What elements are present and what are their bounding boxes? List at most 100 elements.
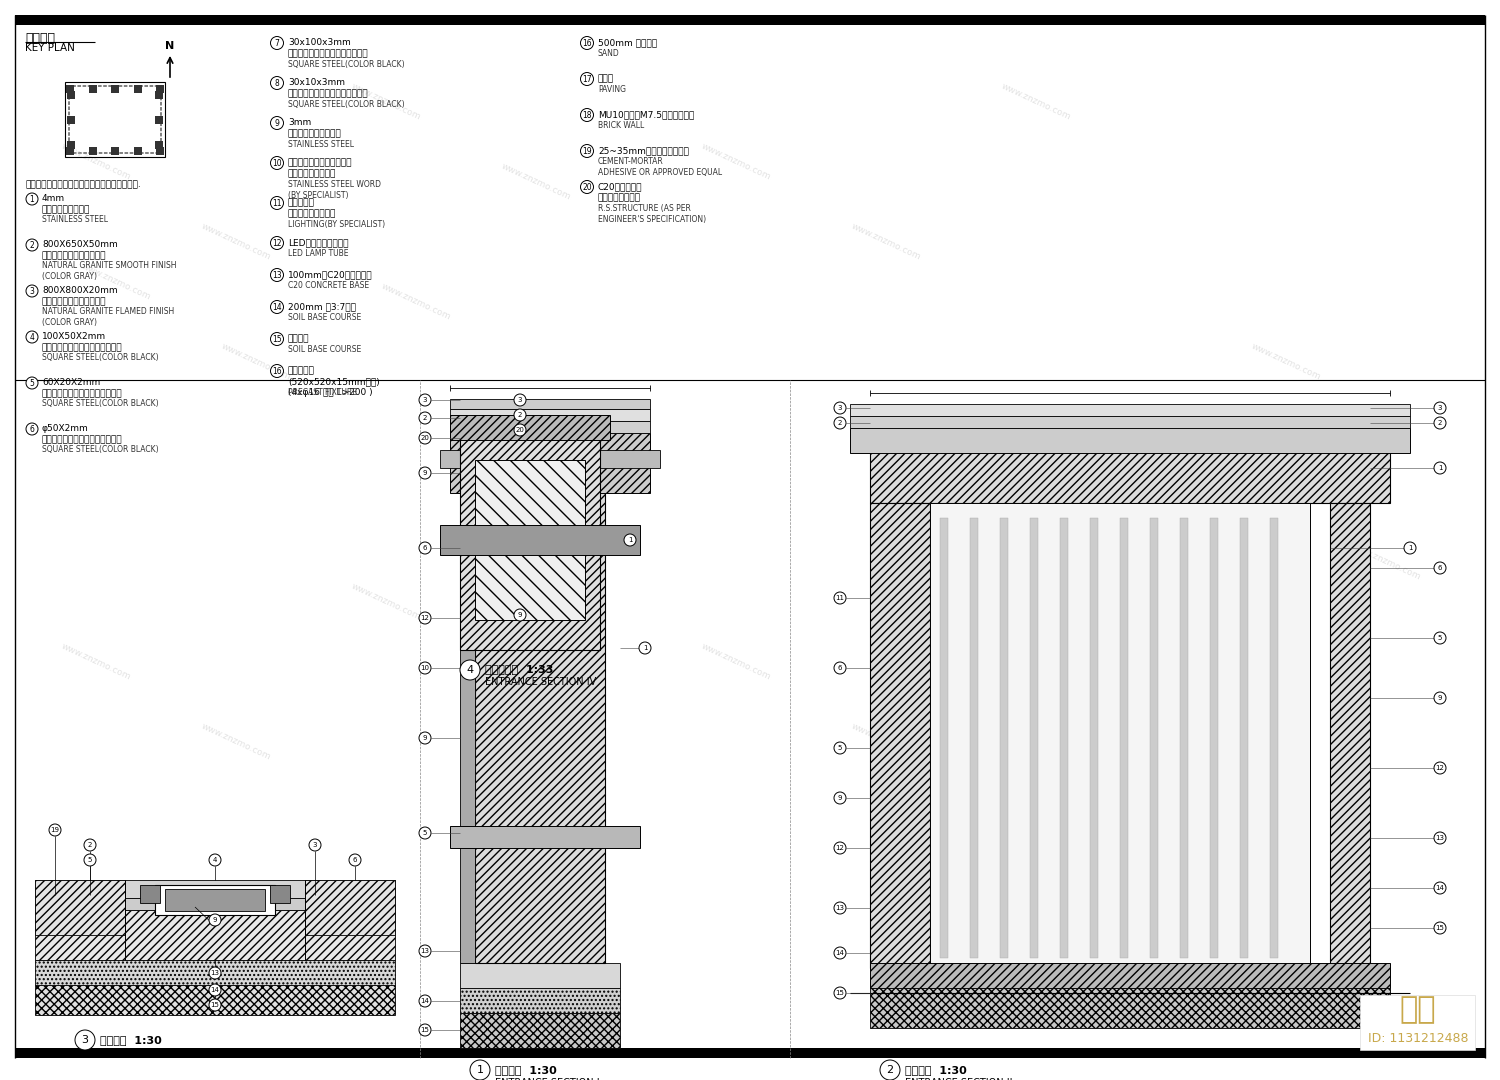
- Text: NATURAL GRANITE FLAMED FINISH
(COLOR GRAY): NATURAL GRANITE FLAMED FINISH (COLOR GRA…: [42, 307, 174, 327]
- Text: 6: 6: [1437, 565, 1443, 571]
- Circle shape: [350, 854, 361, 866]
- Circle shape: [26, 285, 38, 297]
- Bar: [304, 880, 394, 935]
- Text: 12: 12: [420, 615, 429, 621]
- Text: www.znzmo.com: www.znzmo.com: [200, 221, 273, 262]
- Bar: [1360, 995, 1474, 1050]
- Text: MU10标准砖M7.5水泥砂浆砌筑: MU10标准砖M7.5水泥砂浆砌筑: [598, 110, 694, 119]
- Circle shape: [834, 592, 846, 604]
- Text: 9: 9: [213, 917, 217, 923]
- Text: 入口剖面  1:30: 入口剖面 1:30: [495, 1065, 556, 1075]
- Text: 30x100x3mm: 30x100x3mm: [288, 38, 351, 48]
- Bar: [940, 518, 948, 958]
- Bar: [450, 421, 650, 433]
- Text: 入口剖面  1:30: 入口剖面 1:30: [100, 1035, 162, 1045]
- Text: 13: 13: [272, 270, 282, 280]
- Text: 7: 7: [274, 39, 279, 48]
- Bar: [1120, 518, 1128, 958]
- Text: 800X800X20mm: 800X800X20mm: [42, 286, 117, 295]
- Bar: [870, 963, 1390, 988]
- Bar: [1270, 518, 1278, 958]
- Text: www.znzmo.com: www.znzmo.com: [80, 261, 153, 302]
- Text: 14: 14: [420, 998, 429, 1004]
- Text: 25~35mm厚水泥砂浆粘合层: 25~35mm厚水泥砂浆粘合层: [598, 146, 688, 156]
- Text: ENTRANCE SECTION II: ENTRANCE SECTION II: [904, 1078, 1013, 1080]
- Text: 14: 14: [272, 302, 282, 311]
- Text: 2: 2: [88, 842, 92, 848]
- Circle shape: [514, 409, 526, 421]
- Text: 3: 3: [30, 286, 34, 296]
- Bar: [156, 147, 164, 156]
- Circle shape: [26, 423, 38, 435]
- Bar: [850, 416, 1410, 428]
- Text: 14: 14: [836, 950, 844, 956]
- Text: R.S.STRUCTURE (AS PER
ENGINEER'S SPECIFICATION): R.S.STRUCTURE (AS PER ENGINEER'S SPECIFI…: [598, 204, 706, 225]
- Bar: [154, 885, 274, 915]
- Text: 2: 2: [423, 415, 427, 421]
- Text: 镀锌方钢管（深灰色亚光氟碳漆）: 镀锌方钢管（深灰色亚光氟碳漆）: [42, 435, 123, 444]
- Circle shape: [1434, 832, 1446, 843]
- Bar: [870, 503, 930, 968]
- Text: SOIL BASE COURSE: SOIL BASE COURSE: [288, 345, 362, 354]
- Circle shape: [270, 37, 284, 50]
- Text: 3: 3: [312, 842, 318, 848]
- Circle shape: [270, 333, 284, 346]
- Text: www.znzmo.com: www.znzmo.com: [380, 282, 453, 322]
- Text: C20混凝土结构: C20混凝土结构: [598, 183, 642, 191]
- Text: www.znzmo.com: www.znzmo.com: [350, 582, 423, 622]
- Text: 13: 13: [420, 948, 429, 954]
- Circle shape: [834, 842, 846, 854]
- Text: 11: 11: [836, 595, 844, 600]
- Text: www.znzmo.com: www.znzmo.com: [200, 721, 273, 762]
- Text: 8: 8: [274, 79, 279, 87]
- Text: SQUARE STEEL(COLOR BLACK): SQUARE STEEL(COLOR BLACK): [42, 399, 159, 408]
- Circle shape: [834, 792, 846, 804]
- Circle shape: [419, 542, 430, 554]
- Text: 1: 1: [627, 537, 633, 543]
- Bar: [34, 897, 394, 910]
- Text: 15: 15: [272, 335, 282, 343]
- Circle shape: [1434, 417, 1446, 429]
- Bar: [68, 116, 75, 124]
- Bar: [64, 82, 165, 157]
- Circle shape: [580, 108, 594, 121]
- Text: 15: 15: [1436, 924, 1444, 931]
- Text: SQUARE STEEL(COLOR BLACK): SQUARE STEEL(COLOR BLACK): [42, 353, 159, 362]
- Text: 2: 2: [1438, 420, 1442, 426]
- Text: （由专业公司提供）: （由专业公司提供）: [288, 210, 336, 218]
- Text: 9: 9: [274, 119, 279, 127]
- Bar: [66, 147, 74, 156]
- Bar: [154, 141, 164, 149]
- Text: 拉丝不锈钢门牌号（本色）: 拉丝不锈钢门牌号（本色）: [288, 158, 352, 167]
- Text: www.znzmo.com: www.znzmo.com: [220, 342, 292, 382]
- Bar: [1000, 518, 1008, 958]
- Bar: [476, 460, 585, 620]
- Text: 6: 6: [30, 424, 34, 433]
- Bar: [156, 85, 164, 93]
- Circle shape: [834, 947, 846, 959]
- Text: 12: 12: [836, 845, 844, 851]
- Text: 3: 3: [423, 397, 427, 403]
- Text: 16: 16: [582, 39, 592, 48]
- Circle shape: [419, 612, 430, 624]
- Text: 17: 17: [582, 75, 592, 83]
- Bar: [34, 985, 394, 1015]
- Text: 10: 10: [272, 159, 282, 167]
- Circle shape: [270, 157, 284, 170]
- Text: 19: 19: [582, 147, 592, 156]
- Bar: [450, 399, 650, 409]
- Circle shape: [470, 1059, 490, 1080]
- Text: 800X650X50mm: 800X650X50mm: [42, 240, 117, 249]
- Text: 3mm: 3mm: [288, 118, 312, 127]
- Circle shape: [270, 269, 284, 282]
- Bar: [460, 1013, 620, 1048]
- Circle shape: [209, 967, 220, 978]
- Text: KEY PLAN: KEY PLAN: [26, 43, 75, 53]
- Circle shape: [209, 914, 220, 926]
- Bar: [1030, 518, 1038, 958]
- Circle shape: [270, 365, 284, 378]
- Text: 9: 9: [423, 470, 427, 476]
- Text: SQUARE STEEL(COLOR BLACK): SQUARE STEEL(COLOR BLACK): [42, 445, 159, 454]
- Text: 19: 19: [51, 827, 60, 833]
- Text: 20: 20: [516, 427, 525, 433]
